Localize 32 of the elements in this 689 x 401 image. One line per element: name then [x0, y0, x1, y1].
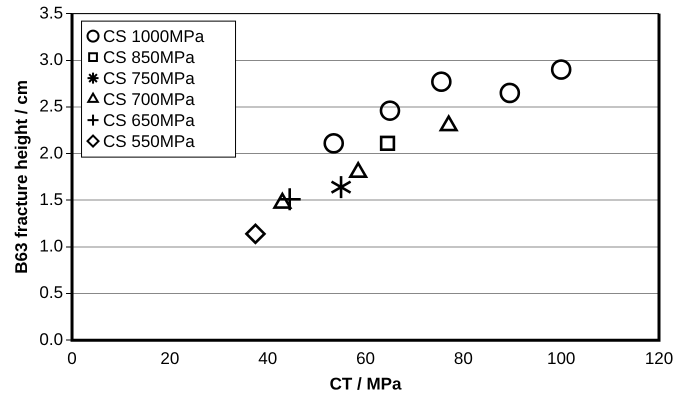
y-tick-label: 0.0 — [39, 330, 64, 349]
legend-label: CS 700MPa — [103, 90, 196, 109]
y-tick-label: 2.0 — [39, 143, 64, 162]
x-tick-label: 100 — [546, 349, 576, 368]
point — [500, 82, 520, 104]
legend-label: CS 750MPa — [103, 68, 196, 88]
legend-label: CS 550MPa — [103, 132, 196, 151]
point — [550, 59, 572, 80]
point — [380, 136, 396, 151]
x-tick-label: 80 — [454, 349, 473, 368]
y-tick-label: 2.5 — [39, 96, 64, 116]
legend-label: CS 1000MPa — [103, 26, 205, 46]
x-axis-title: CT / MPa — [330, 374, 402, 394]
point — [431, 71, 452, 92]
y-tick-label: 3.5 — [39, 3, 64, 22]
legend-label: CS 650MPa — [103, 110, 196, 130]
y-tick-label: 1.0 — [39, 236, 64, 256]
y-tick-label: 1.5 — [39, 190, 64, 209]
point — [323, 133, 344, 154]
point — [278, 188, 301, 210]
point — [330, 176, 352, 198]
x-tick-label: 60 — [356, 349, 375, 368]
y-axis-title: B63 fracture height / cm — [12, 80, 31, 274]
x-tick-label: 120 — [644, 349, 674, 368]
point — [380, 100, 400, 121]
y-tick-label: 3.0 — [39, 50, 64, 69]
y-tick-label: 0.5 — [39, 283, 64, 302]
x-tick-label: 20 — [160, 349, 180, 368]
point — [245, 224, 266, 244]
x-tick-label: 0 — [67, 349, 77, 368]
legend-label: CS 850MPa — [103, 48, 196, 67]
x-tick-label: 40 — [258, 349, 278, 368]
